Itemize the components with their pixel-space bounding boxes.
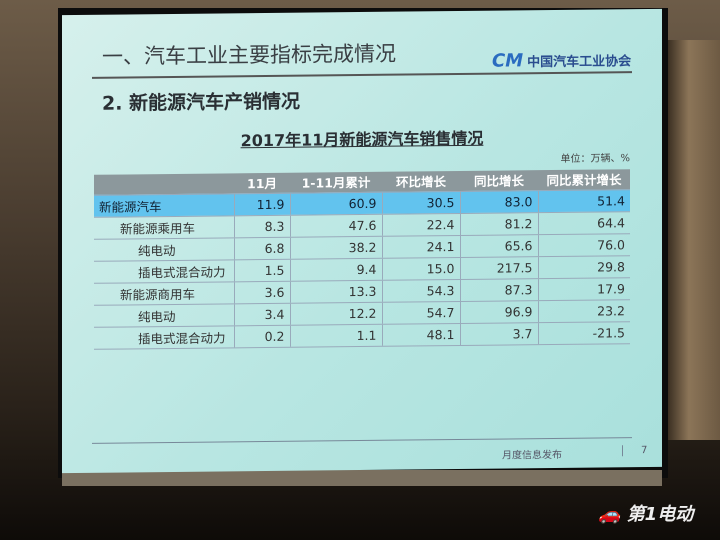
table-cell: 51.4 xyxy=(538,189,630,213)
column-header: 环比增长 xyxy=(382,170,460,192)
sales-table: 11月 1-11月累计 环比增长 同比增长 同比累计增长 新能源汽车 11.9 60.9 30… xyxy=(94,169,630,349)
table-cell: 64.4 xyxy=(538,211,630,235)
heading-rule xyxy=(92,71,632,79)
table-cell: 48.1 xyxy=(382,322,460,346)
table-cell: 96.9 xyxy=(460,300,538,323)
caam-logo: CM 中国汽车工业协会 xyxy=(492,50,632,72)
row-label: 插电式混合动力 xyxy=(94,325,234,349)
table-cell: 0.2 xyxy=(234,324,290,348)
column-header: 1-11月累计 xyxy=(290,171,382,193)
row-label: 纯电动 xyxy=(94,303,234,327)
column-header xyxy=(94,173,234,195)
table-cell: 47.6 xyxy=(290,213,382,237)
column-header: 11月 xyxy=(234,172,290,194)
column-header: 同比累计增长 xyxy=(538,169,630,191)
table-cell: 54.7 xyxy=(382,300,460,324)
table-cell: 13.3 xyxy=(290,279,382,303)
screen-bottom-edge xyxy=(62,470,662,486)
table-row: 插电式混合动力 0.2 1.1 48.1 3.7 -21.5 xyxy=(94,321,630,349)
table-cell: 3.6 xyxy=(234,280,290,304)
table-cell: 81.2 xyxy=(460,212,538,235)
footer-rule xyxy=(92,437,632,444)
table-cell: 38.2 xyxy=(290,235,382,259)
table-cell: -21.5 xyxy=(538,321,630,345)
row-label: 纯电动 xyxy=(94,237,234,261)
table-cell: 12.2 xyxy=(290,301,382,325)
table-cell: 8.3 xyxy=(234,214,290,238)
row-label: 新能源汽车 xyxy=(94,193,234,217)
column-header: 同比增长 xyxy=(460,170,538,191)
table-cell: 11.9 xyxy=(234,192,290,216)
table-cell: 76.0 xyxy=(538,233,630,257)
table-cell: 30.5 xyxy=(382,190,460,214)
table-cell: 6.8 xyxy=(234,236,290,260)
page-number: 7 xyxy=(622,445,648,457)
slide: 一、汽车工业主要指标完成情况 2. 新能源汽车产销情况 CM 中国汽车工业协会 2… xyxy=(62,8,662,474)
table-title: 2017年11月新能源汽车销售情况 xyxy=(240,128,484,151)
watermark-logo: 🚗 第1电动 xyxy=(598,504,694,525)
table-cell: 3.7 xyxy=(460,322,538,345)
slide-heading: 一、汽车工业主要指标完成情况 xyxy=(102,41,396,69)
wooden-door xyxy=(668,40,720,440)
table-cell: 3.4 xyxy=(234,302,290,326)
table-cell: 24.1 xyxy=(382,234,460,258)
table-cell: 23.2 xyxy=(538,299,630,323)
table-cell: 217.5 xyxy=(460,256,538,279)
table-cell: 60.9 xyxy=(290,191,382,215)
footer-text: 月度信息发布 xyxy=(502,449,562,462)
table-cell: 29.8 xyxy=(538,255,630,279)
table-cell: 9.4 xyxy=(290,257,382,281)
table-cell: 15.0 xyxy=(382,256,460,280)
row-label: 插电式混合动力 xyxy=(94,259,234,283)
row-label: 新能源乘用车 xyxy=(94,215,234,239)
unit-label: 单位：万辆、% xyxy=(560,153,630,165)
row-label: 新能源商用车 xyxy=(94,281,234,305)
table-cell: 17.9 xyxy=(538,277,630,301)
table-cell: 22.4 xyxy=(382,212,460,236)
table-cell: 87.3 xyxy=(460,278,538,301)
slide-subheading: 2. 新能源汽车产销情况 xyxy=(102,90,301,115)
table-cell: 83.0 xyxy=(460,190,538,213)
table-cell: 65.6 xyxy=(460,234,538,257)
table-cell: 54.3 xyxy=(382,278,460,302)
table-cell: 1.5 xyxy=(234,258,290,282)
table-cell: 1.1 xyxy=(290,323,382,347)
